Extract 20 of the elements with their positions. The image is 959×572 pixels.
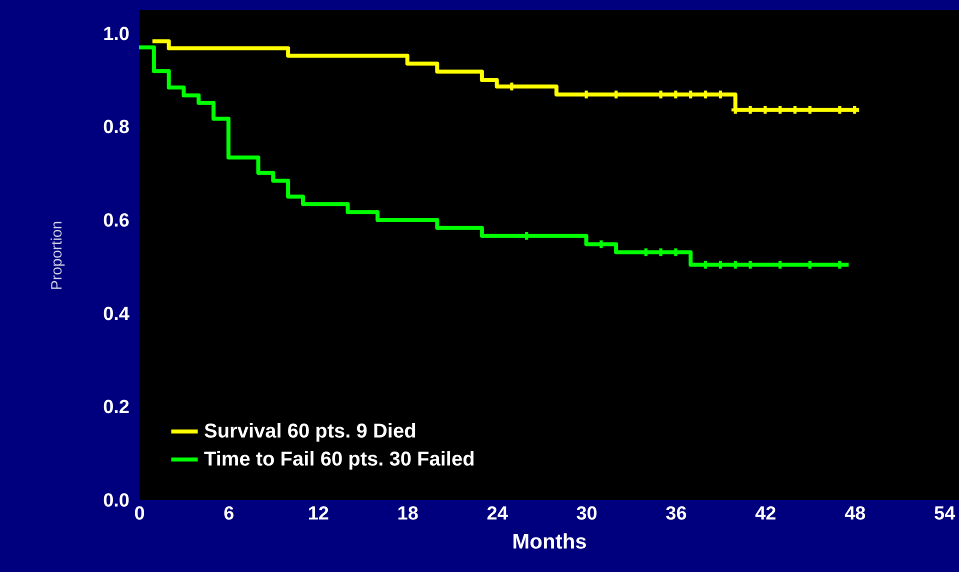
- x-tick-label: 42: [755, 504, 776, 524]
- x-tick-label: 48: [844, 504, 866, 524]
- y-tick-label: 0.8: [103, 117, 130, 138]
- x-tick-label: 6: [224, 504, 234, 524]
- y-axis-title: Proportion: [48, 220, 66, 290]
- x-tick-label: 30: [576, 504, 598, 524]
- y-tick-label: 1.0: [103, 24, 130, 45]
- x-tick-label: 36: [666, 504, 687, 524]
- x-tick-label: 18: [397, 504, 418, 524]
- x-tick-label: 0: [134, 504, 145, 524]
- y-tick-label: 0.4: [103, 304, 130, 325]
- x-tick-label: 24: [486, 504, 508, 524]
- y-tick-label: 0.6: [103, 210, 130, 232]
- legend-label: Time to Fail 60 pts. 30 Failed: [204, 448, 475, 470]
- y-tick-label: 0.2: [103, 397, 130, 418]
- legend-label: Survival 60 pts. 9 Died: [204, 420, 416, 442]
- y-tick-label: 0.0: [103, 490, 130, 512]
- x-tick-label: 12: [308, 504, 329, 524]
- x-axis-title: Months: [512, 530, 587, 554]
- x-tick-label: 54: [934, 504, 956, 524]
